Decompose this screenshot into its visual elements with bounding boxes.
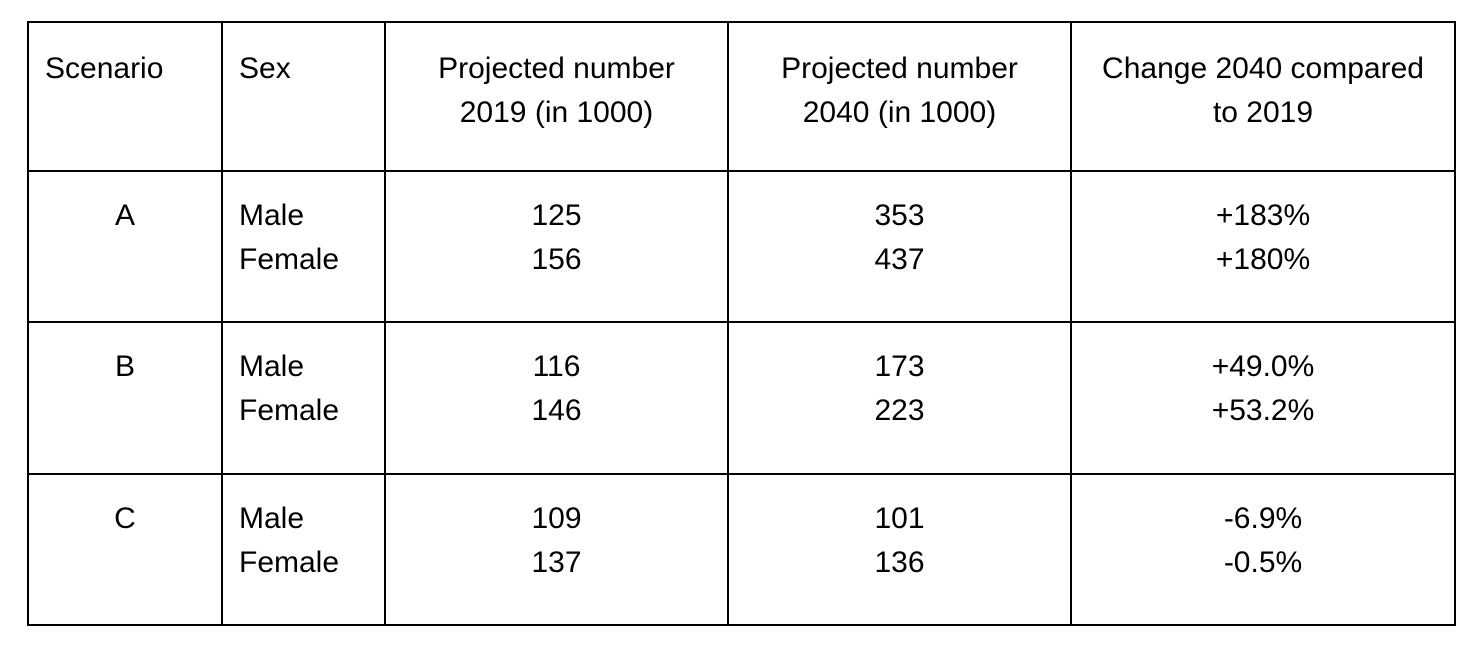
scenario-cell: C xyxy=(27,472,223,627)
header-row: Scenario Sex Projected number 2019 (in 1… xyxy=(27,21,1456,172)
projected-2019-cell: 116 146 xyxy=(384,321,729,475)
sex-cell: Male Female xyxy=(221,321,386,475)
header-projected-2019: Projected number 2019 (in 1000) xyxy=(384,21,729,172)
projected-2040-cell: 353 437 xyxy=(727,169,1072,324)
scenario-cell: B xyxy=(27,321,223,475)
change-cell: +49.0% +53.2% xyxy=(1070,321,1456,475)
table-row: C Male Female 109 137 101 136 -6.9% -0.5… xyxy=(27,472,1456,627)
table-row: B Male Female 116 146 173 223 +49.0% +53… xyxy=(27,321,1456,475)
sex-cell: Male Female xyxy=(221,472,386,627)
change-cell: -6.9% -0.5% xyxy=(1070,472,1456,627)
header-projected-2040: Projected number 2040 (in 1000) xyxy=(727,21,1072,172)
table-row: A Male Female 125 156 353 437 +183% +180… xyxy=(27,169,1456,324)
header-scenario: Scenario xyxy=(27,21,223,172)
projection-table: Scenario Sex Projected number 2019 (in 1… xyxy=(27,21,1456,627)
change-cell: +183% +180% xyxy=(1070,169,1456,324)
projected-2019-cell: 109 137 xyxy=(384,472,729,627)
sex-cell: Male Female xyxy=(221,169,386,324)
header-change: Change 2040 compared to 2019 xyxy=(1070,21,1456,172)
projected-2019-cell: 125 156 xyxy=(384,169,729,324)
header-sex: Sex xyxy=(221,21,386,172)
projected-2040-cell: 101 136 xyxy=(727,472,1072,627)
scenario-cell: A xyxy=(27,169,223,324)
projected-2040-cell: 173 223 xyxy=(727,321,1072,475)
